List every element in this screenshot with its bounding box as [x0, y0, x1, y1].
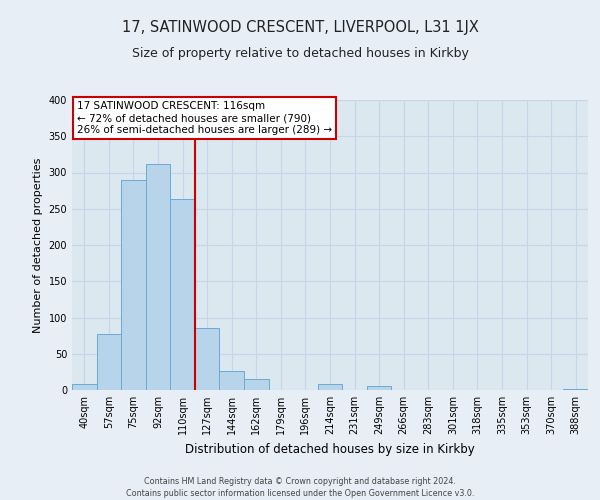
- Bar: [121, 180, 146, 390]
- Bar: [97, 334, 121, 390]
- Bar: [318, 384, 342, 390]
- Bar: [244, 379, 269, 390]
- Text: Size of property relative to detached houses in Kirkby: Size of property relative to detached ho…: [131, 48, 469, 60]
- Bar: [195, 328, 220, 390]
- Bar: [146, 164, 170, 390]
- Bar: [367, 386, 391, 390]
- X-axis label: Distribution of detached houses by size in Kirkby: Distribution of detached houses by size …: [185, 442, 475, 456]
- Text: 17, SATINWOOD CRESCENT, LIVERPOOL, L31 1JX: 17, SATINWOOD CRESCENT, LIVERPOOL, L31 1…: [122, 20, 478, 35]
- Text: 17 SATINWOOD CRESCENT: 116sqm
← 72% of detached houses are smaller (790)
26% of : 17 SATINWOOD CRESCENT: 116sqm ← 72% of d…: [77, 102, 332, 134]
- Bar: [220, 371, 244, 390]
- Y-axis label: Number of detached properties: Number of detached properties: [33, 158, 43, 332]
- Text: Contains HM Land Registry data © Crown copyright and database right 2024.: Contains HM Land Registry data © Crown c…: [144, 478, 456, 486]
- Bar: [563, 388, 588, 390]
- Text: Contains public sector information licensed under the Open Government Licence v3: Contains public sector information licen…: [126, 489, 474, 498]
- Bar: [72, 384, 97, 390]
- Bar: [170, 200, 195, 390]
